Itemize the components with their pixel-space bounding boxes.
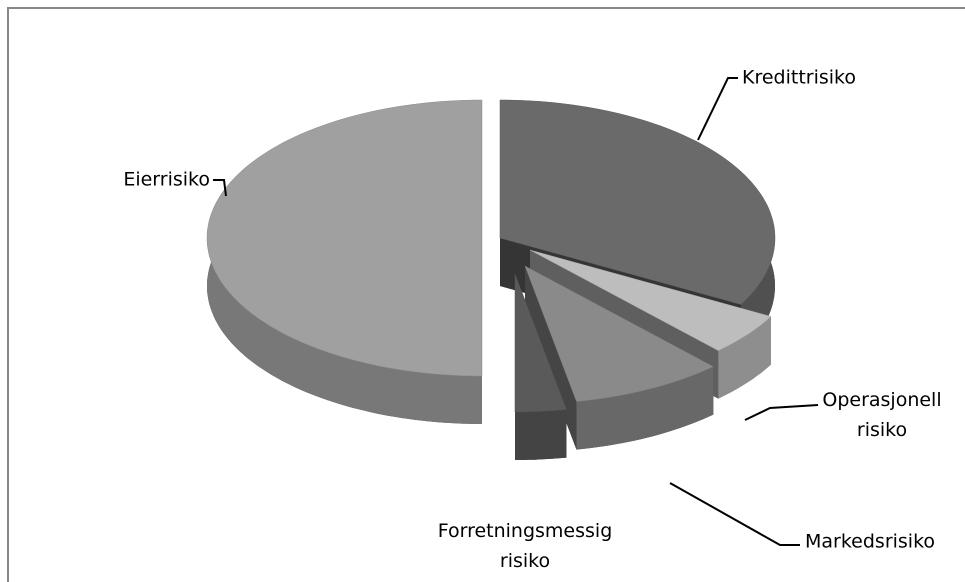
slice-label: Markedsrisiko <box>805 531 935 553</box>
slice-label: Kredittrisiko <box>742 67 856 89</box>
leader-line <box>669 482 800 546</box>
slice-wall <box>515 409 567 460</box>
chart-frame <box>7 7 965 582</box>
leader-line <box>697 77 738 141</box>
leader-line <box>744 404 819 421</box>
slice-label: Forretningsmessig risiko <box>437 520 613 572</box>
labels: Kredittrisiko Markedsrisiko Eierrisiko <box>123 67 935 553</box>
slice-tops <box>206 99 776 413</box>
slice <box>206 99 483 377</box>
slice <box>529 249 772 351</box>
slice-label: Operasjonell risiko <box>822 389 942 441</box>
slice <box>514 273 567 413</box>
slice-wall <box>576 366 714 450</box>
slice <box>524 265 714 402</box>
slice-label: Eierrisiko <box>123 169 210 191</box>
slice <box>499 99 776 305</box>
slice-wall <box>718 316 771 399</box>
leader-line <box>213 179 227 197</box>
